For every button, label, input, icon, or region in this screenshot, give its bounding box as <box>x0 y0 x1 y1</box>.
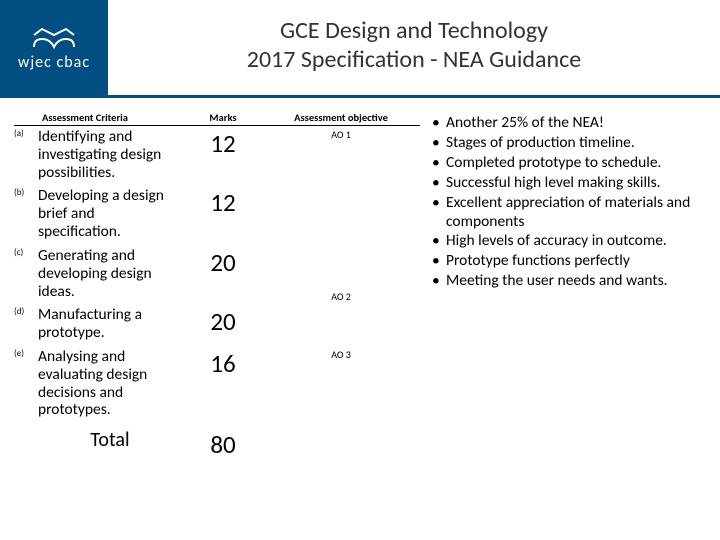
row-desc: Developing a design brief and specificat… <box>36 185 184 244</box>
title-line-1: GCE Design and Technology <box>280 16 548 45</box>
row-desc: Analysing and evaluating design decision… <box>36 346 184 423</box>
col-header-objective: Assessment objective <box>262 110 420 126</box>
row-ao: AO 1 <box>262 126 420 245</box>
bullet-item: Meeting the user needs and wants. <box>428 272 706 291</box>
bullet-item: Completed prototype to schedule. <box>428 154 706 173</box>
row-marks: 16 <box>184 346 262 423</box>
table-row: (e)Analysing and evaluating design decis… <box>14 346 420 423</box>
row-ao: AO 3 <box>262 346 420 423</box>
bullet-item: Stages of production timeline. <box>428 134 706 153</box>
assessment-table: Assessment Criteria Marks Assessment obj… <box>14 110 420 460</box>
row-marks: 12 <box>184 126 262 186</box>
row-marks: 20 <box>184 245 262 304</box>
book-icon <box>30 27 78 51</box>
title-box: GCE Design and Technology 2017 Specifica… <box>108 0 720 98</box>
total-marks: 80 <box>184 423 262 460</box>
total-row: Total80 <box>14 423 420 460</box>
bullet-item: Prototype functions perfectly <box>428 252 706 271</box>
row-desc: Manufacturing a prototype. <box>36 304 184 346</box>
row-desc: Identifying and investigating design pos… <box>36 126 184 186</box>
bullet-item: Excellent appreciation of materials and … <box>428 194 706 232</box>
row-marks: 20 <box>184 304 262 346</box>
header: wjec cbac GCE Design and Technology 2017… <box>0 0 720 98</box>
row-label: (c) <box>14 245 36 304</box>
brand-logo: wjec cbac <box>0 0 108 98</box>
content: Assessment Criteria Marks Assessment obj… <box>0 98 720 460</box>
total-label: Total <box>36 423 184 460</box>
col-header-criteria: Assessment Criteria <box>14 110 184 126</box>
row-desc: Generating and developing design ideas. <box>36 245 184 304</box>
bullet-item: High levels of accuracy in outcome. <box>428 232 706 251</box>
bullet-item: Another 25% of the NEA! <box>428 114 706 133</box>
title-line-2: 2017 Specification - NEA Guidance <box>247 45 581 74</box>
row-label: (d) <box>14 304 36 346</box>
row-label: (b) <box>14 185 36 244</box>
col-header-marks: Marks <box>184 110 262 126</box>
table-row: (c)Generating and developing design idea… <box>14 245 420 304</box>
bullet-list: Another 25% of the NEA!Stages of product… <box>428 110 706 460</box>
brand-text: wjec cbac <box>18 53 90 72</box>
assessment-table-wrap: Assessment Criteria Marks Assessment obj… <box>14 110 420 460</box>
bullet-item: Successful high level making skills. <box>428 174 706 193</box>
table-row: (a)Identifying and investigating design … <box>14 126 420 186</box>
row-marks: 12 <box>184 185 262 244</box>
row-label: (a) <box>14 126 36 186</box>
row-ao: AO 2 <box>262 245 420 346</box>
row-label: (e) <box>14 346 36 423</box>
